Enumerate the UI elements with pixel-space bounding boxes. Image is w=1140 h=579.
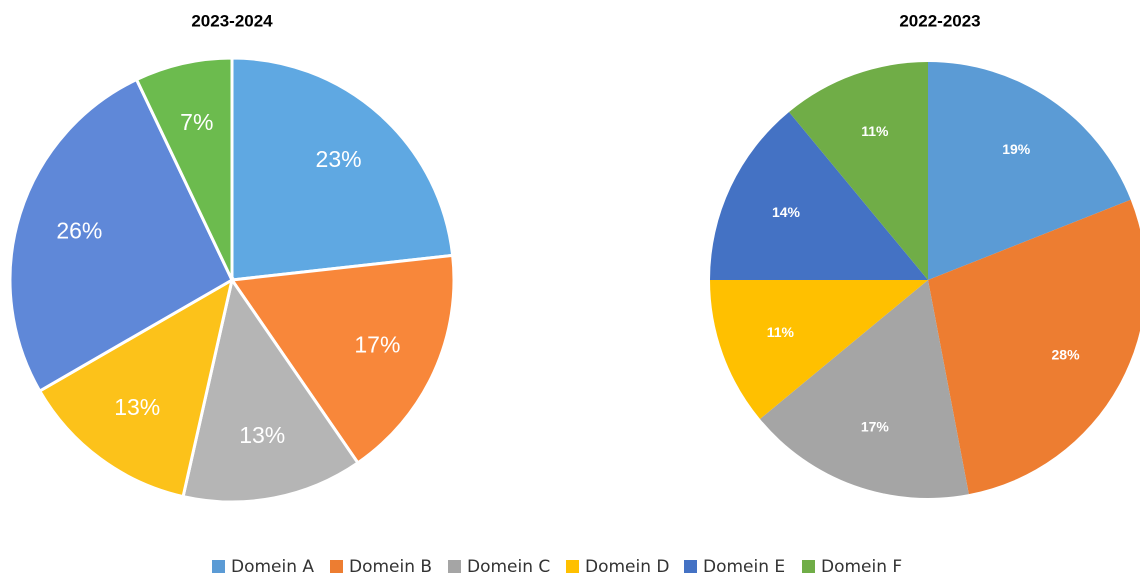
data-label: 14% — [772, 204, 801, 220]
chart-title: 2022-2023 — [899, 11, 980, 30]
legend-swatch — [212, 560, 225, 573]
pie-slice — [928, 199, 1140, 495]
data-label: 28% — [1052, 346, 1081, 362]
pie-slice — [230, 56, 455, 282]
pie-slice — [760, 280, 969, 498]
data-label: 17% — [861, 418, 890, 434]
data-label: 13% — [239, 422, 285, 448]
chart-title: 2023-2024 — [191, 11, 273, 30]
data-label: 23% — [316, 146, 362, 172]
pie-slice — [8, 77, 234, 394]
data-label: 26% — [56, 218, 102, 244]
legend-swatch — [448, 560, 461, 573]
data-label: 13% — [114, 394, 160, 420]
data-label: 19% — [1002, 141, 1031, 157]
legend-swatch — [330, 560, 343, 573]
legend-label: Domein F — [821, 557, 902, 577]
pie-slice — [789, 62, 928, 280]
legend-label: Domein A — [231, 557, 314, 577]
legend-swatch — [566, 560, 579, 573]
pie-slice — [710, 112, 928, 281]
data-label: 11% — [861, 123, 889, 139]
legend-swatch — [802, 560, 815, 573]
pie-slice — [181, 276, 360, 504]
data-label: 11% — [767, 324, 795, 340]
legend-label: Domein B — [349, 557, 432, 577]
legend-swatch — [684, 560, 697, 573]
legend-label: Domein E — [703, 557, 785, 577]
pie-slice — [710, 280, 928, 419]
legend-label: Domein C — [467, 557, 550, 577]
pie-slice — [229, 253, 456, 465]
pie-slice — [134, 56, 234, 281]
legend-label: Domein D — [585, 557, 670, 577]
pie-slice — [928, 62, 1131, 280]
pie-slice — [37, 276, 235, 499]
data-label: 17% — [354, 331, 400, 357]
data-label: 7% — [180, 109, 213, 135]
